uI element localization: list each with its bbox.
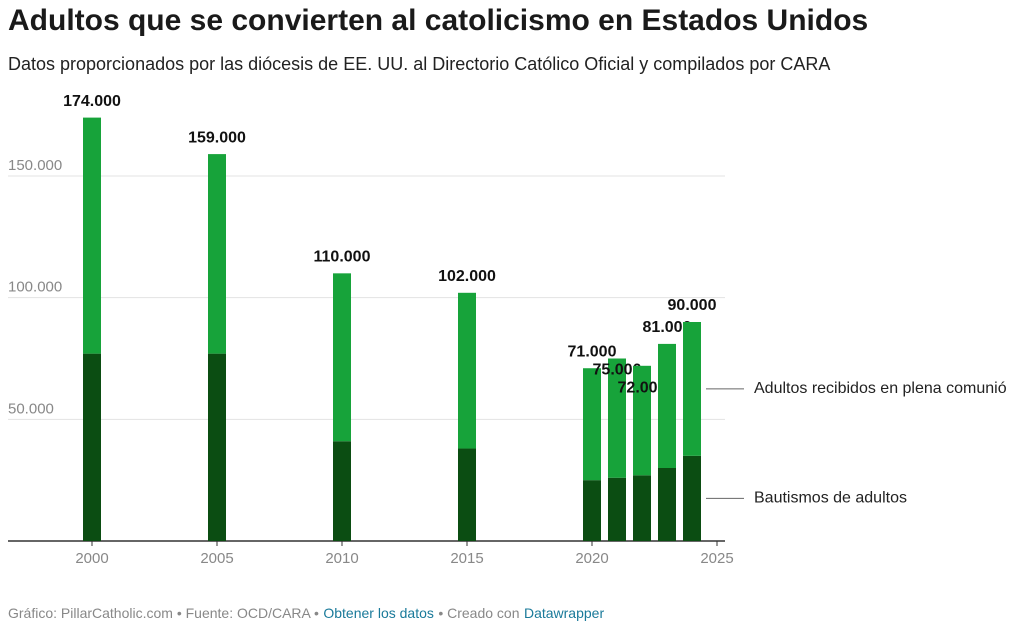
bar-segment [683, 322, 701, 456]
bar-segment [583, 368, 601, 481]
data-link[interactable]: Obtener los datos [323, 605, 434, 621]
bar-segment [633, 365, 651, 476]
bar-segment [208, 353, 226, 541]
x-tick-label: 2005 [200, 550, 233, 567]
footer-made: • Creado con [438, 605, 519, 621]
total-label: 71.000 [568, 343, 617, 360]
total-label: 102.000 [438, 268, 496, 285]
x-tick-label: 2020 [575, 550, 608, 567]
y-tick-label: 100.000 [8, 279, 62, 296]
y-tick-label: 50.000 [8, 400, 54, 417]
footer: Gráfico: PillarCatholic.com • Fuente: OC… [8, 605, 604, 623]
bar-segment [458, 448, 476, 541]
bar-segment [208, 154, 226, 354]
bar-segment [683, 455, 701, 541]
footer-credit: Gráfico: PillarCatholic.com • Fuente: OC… [8, 605, 319, 621]
legend-label: Bautismos de adultos [754, 490, 907, 507]
total-label: 110.000 [314, 249, 371, 266]
bar-segment [333, 441, 351, 541]
chart-subtitle: Datos proporcionados por las diócesis de… [8, 54, 830, 74]
x-tick-label: 2000 [75, 550, 108, 567]
bar-segment [458, 292, 476, 449]
x-tick-label: 2015 [450, 550, 483, 567]
x-tick-label: 2025 [700, 550, 733, 567]
total-label: 72.000 [618, 379, 667, 396]
bar-segment [608, 358, 626, 478]
total-label: 159.000 [188, 129, 246, 146]
x-tick-label: 2010 [325, 550, 358, 567]
bar-segment [658, 343, 676, 468]
bar-segment [583, 480, 601, 541]
total-label: 75.000 [593, 361, 642, 378]
tool-link[interactable]: Datawrapper [524, 605, 604, 621]
chart-title: Adultos que se convierten al catolicismo… [8, 4, 868, 37]
bar-segment [658, 468, 676, 541]
bar-segment [83, 117, 101, 354]
legend-label: Adultos recibidos en plena comunió [754, 380, 1007, 397]
y-tick-label: 150.000 [8, 157, 62, 174]
bar-segment [608, 477, 626, 541]
total-label: 90.000 [668, 297, 717, 314]
bar-segment [333, 273, 351, 442]
bar-segment [633, 475, 651, 541]
bar-segment [83, 353, 101, 541]
total-label: 81.000 [643, 319, 692, 336]
total-label: 174.000 [63, 93, 121, 110]
